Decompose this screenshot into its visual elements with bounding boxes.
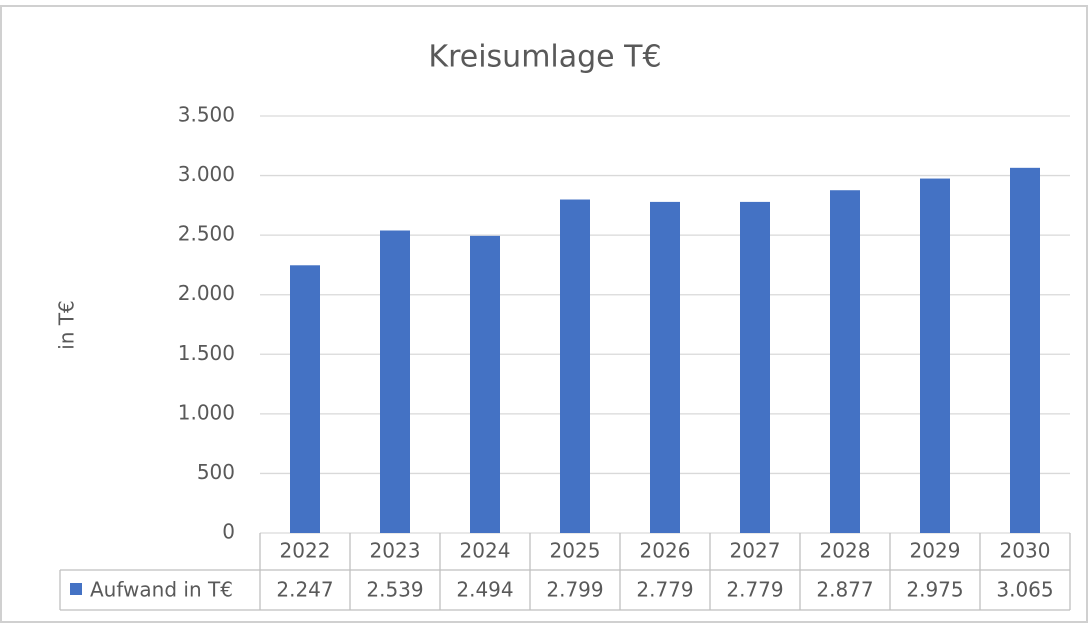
y-tick-label: 1.500 bbox=[178, 341, 235, 365]
x-tick-label: 2024 bbox=[460, 539, 511, 563]
bar bbox=[560, 199, 590, 533]
value-label: 2.779 bbox=[636, 578, 693, 602]
value-label: 2.975 bbox=[906, 578, 963, 602]
bar bbox=[920, 178, 950, 534]
bar bbox=[650, 201, 680, 534]
y-tick-label: 1.000 bbox=[178, 400, 235, 424]
x-tick-label: 2025 bbox=[550, 539, 601, 563]
x-tick-label: 2023 bbox=[370, 539, 421, 563]
bar bbox=[470, 235, 500, 533]
bar bbox=[1010, 167, 1040, 533]
chart-border bbox=[0, 5, 1088, 623]
y-tick-label: 2.000 bbox=[178, 281, 235, 305]
x-tick-label: 2022 bbox=[280, 539, 331, 563]
bar bbox=[740, 201, 770, 534]
y-tick-label: 3.500 bbox=[178, 103, 235, 127]
y-tick-label: 2.500 bbox=[178, 222, 235, 246]
value-label: 2.779 bbox=[726, 578, 783, 602]
x-tick-label: 2027 bbox=[730, 539, 781, 563]
x-tick-label: 2030 bbox=[1000, 539, 1051, 563]
x-tick-label: 2028 bbox=[820, 539, 871, 563]
value-label: 2.494 bbox=[456, 578, 513, 602]
x-tick-label: 2029 bbox=[910, 539, 961, 563]
y-tick-label: 3.000 bbox=[178, 162, 235, 186]
y-tick-label: 500 bbox=[197, 460, 235, 484]
value-label: 2.539 bbox=[366, 578, 423, 602]
value-label: 2.799 bbox=[546, 578, 603, 602]
bar bbox=[380, 230, 410, 534]
legend-swatch bbox=[70, 583, 82, 595]
x-tick-label: 2026 bbox=[640, 539, 691, 563]
bar bbox=[830, 190, 860, 533]
legend-label: Aufwand in T€ bbox=[90, 578, 233, 602]
value-label: 3.065 bbox=[996, 578, 1053, 602]
chart-title: Kreisumlage T€ bbox=[428, 40, 661, 75]
value-label: 2.877 bbox=[816, 578, 873, 602]
y-tick-label: 0 bbox=[222, 520, 235, 544]
value-label: 2.247 bbox=[276, 578, 333, 602]
y-axis-label: in T€ bbox=[55, 300, 79, 350]
bar bbox=[290, 265, 320, 533]
